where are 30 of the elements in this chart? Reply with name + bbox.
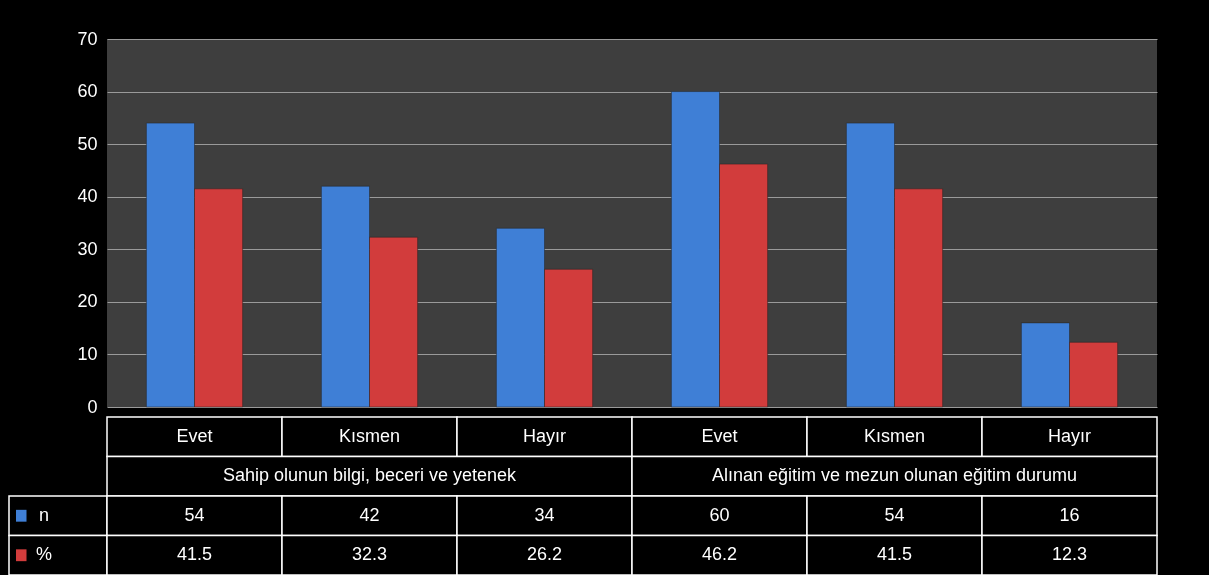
data-label: 26.2 bbox=[526, 544, 563, 565]
data-label: 54 bbox=[884, 504, 905, 525]
x-tick-label: Evet bbox=[176, 425, 213, 446]
text: Alınan eğitim ve mezun olunan eğitim durumu bbox=[711, 465, 1078, 486]
data-label: 12.3 bbox=[1051, 544, 1088, 565]
data-label: 41.5 bbox=[176, 544, 213, 565]
y-tick-label: 60 bbox=[77, 81, 98, 102]
x-tick-label: Hayır bbox=[522, 425, 567, 446]
text: Sahip olunun bilgi, beceri ve yetenek bbox=[222, 465, 518, 486]
data-label: 54 bbox=[184, 504, 205, 525]
y-tick-label: 20 bbox=[77, 291, 98, 312]
y-tick-label: 30 bbox=[77, 238, 98, 259]
data-label: 34 bbox=[534, 504, 555, 525]
x-tick-label: Hayır bbox=[1047, 425, 1092, 446]
y-tick-label: 70 bbox=[77, 28, 98, 49]
y-tick-label: 10 bbox=[77, 343, 98, 364]
y-tick-label: 0 bbox=[87, 396, 98, 417]
data-label: 60 bbox=[709, 504, 730, 525]
data-label: 46.2 bbox=[701, 544, 738, 565]
data-label: 16 bbox=[1059, 504, 1080, 525]
legend-label: n bbox=[38, 504, 50, 525]
data-label: 41.5 bbox=[876, 544, 913, 565]
x-tick-label: Kısmen bbox=[338, 425, 401, 446]
data-label: 42 bbox=[359, 504, 380, 525]
y-tick-label: 50 bbox=[77, 133, 98, 154]
data-label: 32.3 bbox=[351, 544, 388, 565]
y-tick-label: 40 bbox=[77, 186, 98, 207]
x-tick-label: Evet bbox=[701, 425, 738, 446]
x-tick-label: Kısmen bbox=[863, 425, 926, 446]
legend-label: % bbox=[35, 544, 53, 565]
